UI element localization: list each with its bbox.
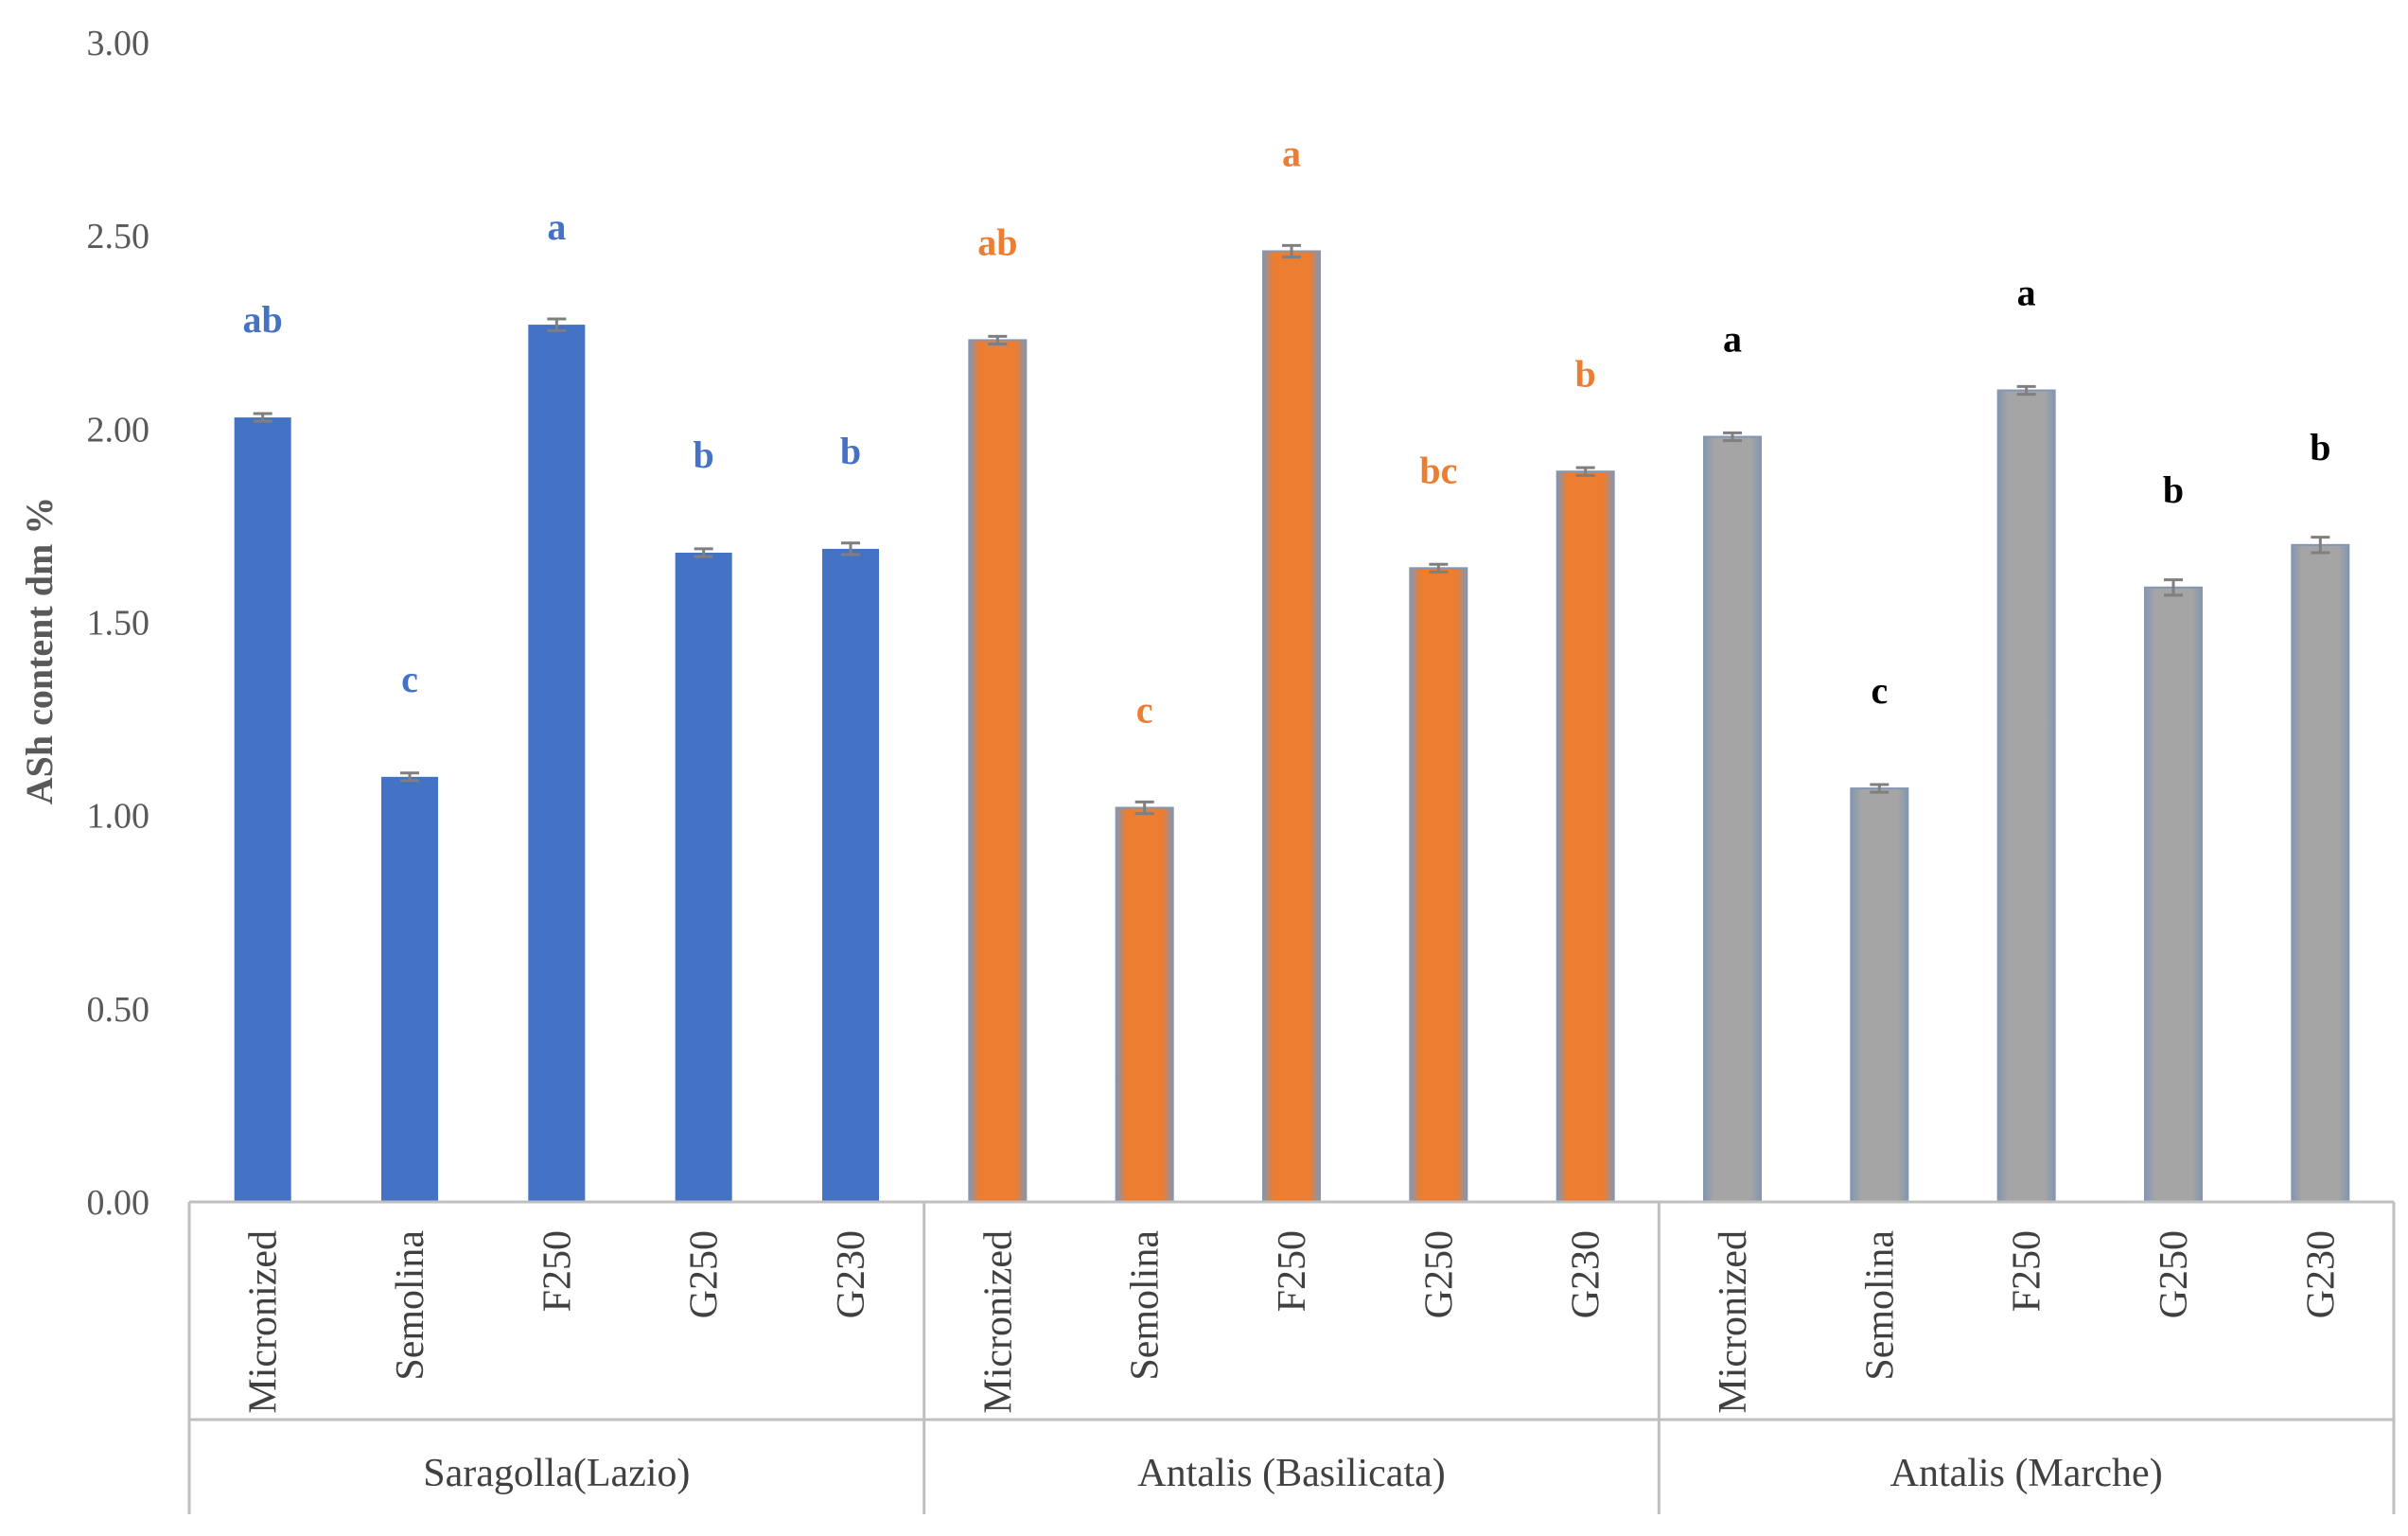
- x-tick-label: Micronized: [1712, 1230, 1755, 1414]
- bar: [1996, 389, 2056, 1203]
- significance-label: b: [2163, 468, 2184, 511]
- significance-label: b: [2310, 426, 2330, 468]
- x-tick-label: Micronized: [242, 1230, 286, 1414]
- x-axis: Micronized Semolina F250 G250 G230 Saragolla(…: [187, 1200, 2396, 1514]
- bar: [1409, 567, 1468, 1203]
- x-tick-label: Micronized: [976, 1230, 1020, 1414]
- significance-label: b: [840, 430, 861, 472]
- bar: [1115, 806, 1174, 1203]
- x-tick-label: Semolina: [1124, 1230, 1168, 1381]
- bar: [1703, 435, 1762, 1203]
- bar: [675, 553, 732, 1202]
- x-tick-label: G230: [2299, 1230, 2343, 1318]
- bar: [1262, 250, 1321, 1203]
- y-tick-label: 2.50: [87, 217, 150, 256]
- x-tick-label: G230: [1565, 1230, 1608, 1318]
- significance-label: a: [1723, 318, 1742, 361]
- significance-label: b: [694, 433, 714, 476]
- significance-label: bc: [1419, 449, 1457, 491]
- bar: [528, 325, 586, 1202]
- bar: [968, 339, 1028, 1203]
- y-tick-label: 1.00: [87, 797, 150, 837]
- significance-label: a: [2017, 272, 2036, 314]
- significance-label: c: [401, 658, 418, 700]
- x-tick-label: G250: [2153, 1230, 2196, 1318]
- significance-label: ab: [243, 298, 283, 341]
- bar: [234, 417, 291, 1202]
- y-tick-label: 0.00: [87, 1183, 150, 1223]
- y-axis: 0.00 0.50 1.00 1.50 2.00 2.50 3.00: [87, 24, 150, 1223]
- x-tick-label: F250: [1271, 1230, 1314, 1312]
- bar: [2291, 543, 2350, 1203]
- significance-label: c: [1136, 689, 1153, 732]
- y-tick-label: 3.00: [87, 24, 150, 63]
- significance-label: ab: [977, 221, 1017, 263]
- x-tick-label: F250: [536, 1230, 579, 1312]
- group-label: Antalis (Basilicata): [1137, 1452, 1445, 1495]
- y-tick-label: 1.50: [87, 604, 150, 644]
- x-tick-label: F250: [2006, 1230, 2049, 1312]
- significance-label: c: [1871, 669, 1888, 712]
- x-tick-label: G250: [683, 1230, 727, 1318]
- significance-label: a: [1282, 132, 1301, 175]
- bar: [1556, 470, 1615, 1203]
- x-tick-label: G250: [1417, 1230, 1461, 1318]
- x-tick-label: G230: [830, 1230, 873, 1318]
- bar: [1850, 787, 1909, 1203]
- group-label: Saragolla(Lazio): [423, 1452, 690, 1495]
- group-label: Antalis (Marche): [1890, 1452, 2163, 1495]
- significance-label: a: [547, 205, 566, 248]
- bar: [2144, 586, 2203, 1203]
- x-tick-label: Semolina: [1858, 1230, 1902, 1381]
- y-tick-label: 0.50: [87, 990, 150, 1030]
- y-tick-label: 2.00: [87, 410, 150, 450]
- bar: [381, 776, 438, 1202]
- y-axis-title: ASh content dm %: [18, 497, 61, 805]
- x-tick-label: Semolina: [389, 1230, 432, 1381]
- bar: [822, 548, 879, 1202]
- significance-label: b: [1575, 352, 1596, 395]
